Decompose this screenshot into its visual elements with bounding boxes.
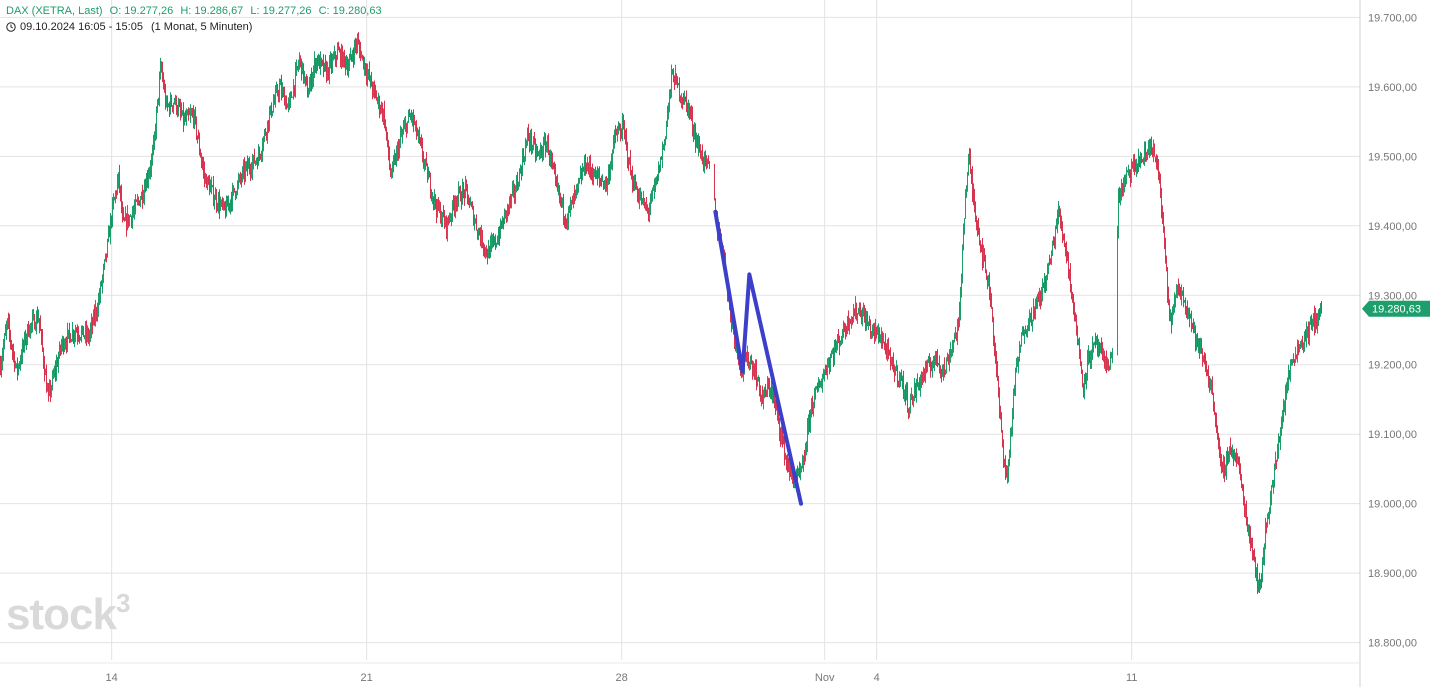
logo-sup: 3	[115, 588, 131, 618]
trend-drawing[interactable]	[713, 209, 804, 506]
x-tick-label: 28	[616, 672, 628, 684]
y-tick-label: 18.900,00	[1368, 568, 1417, 580]
x-tick-label: Nov	[815, 672, 835, 684]
x-tick-label: 21	[361, 672, 373, 684]
last-price-tag: 19.280,63	[1362, 300, 1430, 317]
candlesticks	[0, 32, 1322, 594]
y-tick-label: 19.300,00	[1368, 290, 1417, 302]
y-tick-label: 18.800,00	[1368, 638, 1417, 650]
x-tick-label: 11	[1126, 672, 1137, 684]
y-tick-label: 19.200,00	[1368, 360, 1417, 372]
interval-label: (1 Monat, 5 Minuten)	[150, 21, 253, 33]
price-tag-label: 19.280,63	[1372, 304, 1421, 316]
close-value: C: 19.280,63	[318, 5, 382, 17]
instrument-name: DAX (XETRA, Last)	[6, 5, 103, 17]
clock-icon	[6, 22, 16, 32]
y-tick-label: 19.500,00	[1368, 151, 1417, 163]
ohlc-header: DAX (XETRA, Last) O: 19.277,26 H: 19.286…	[6, 5, 386, 17]
x-tick-label: 14	[106, 672, 118, 684]
range-header: 09.10.2024 16:05 - 15:05 (1 Monat, 5 Min…	[6, 21, 256, 33]
low-value: L: 19.277,26	[250, 5, 312, 17]
high-value: H: 19.286,67	[180, 5, 244, 17]
stock3-logo: stock3	[6, 588, 131, 640]
date-range: 09.10.2024 16:05 - 15:05	[20, 21, 143, 33]
x-tick-label: 4	[874, 672, 880, 684]
price-tag-shape	[1362, 300, 1430, 317]
y-tick-label: 19.100,00	[1368, 429, 1417, 441]
y-tick-label: 19.600,00	[1368, 82, 1417, 94]
y-tick-label: 19.000,00	[1368, 499, 1417, 511]
trend-line[interactable]	[713, 209, 804, 506]
y-tick-label: 19.700,00	[1368, 12, 1417, 24]
open-value: O: 19.277,26	[109, 5, 174, 17]
y-axis: 19.700,00 19.600,00 19.500,00 19.400,00 19.3…	[1359, 0, 1417, 687]
y-tick-label: 19.400,00	[1368, 221, 1417, 233]
logo-text: stock	[6, 590, 117, 639]
grid-lines	[0, 0, 1360, 660]
x-axis: 14 21 28 Nov 4 11	[0, 662, 1360, 684]
